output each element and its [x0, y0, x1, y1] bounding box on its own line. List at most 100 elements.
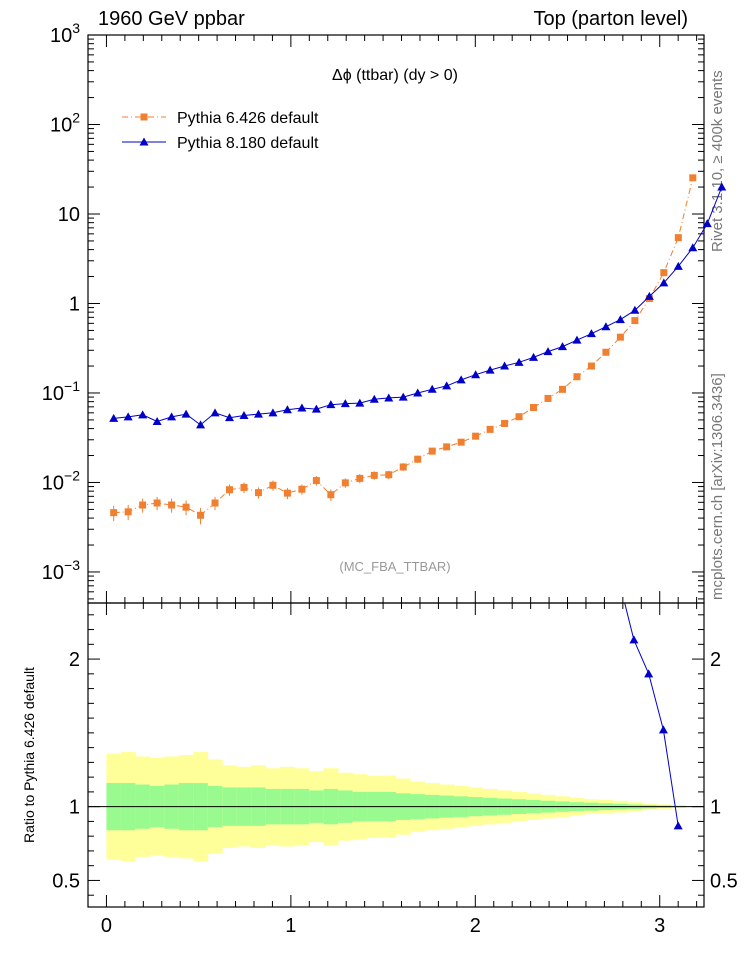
series-pythia8-point: [253, 409, 263, 418]
series-pythia6-point: [428, 447, 436, 455]
series-pythia6-point: [544, 394, 552, 402]
ratio-tick-label-left: 1: [69, 797, 80, 819]
series-pythia8-point: [282, 405, 292, 414]
series-pythia6-point: [240, 483, 248, 491]
series-pythia8-point: [297, 403, 307, 412]
series-pythia8-point: [326, 400, 336, 409]
series-pythia6-point: [356, 474, 364, 482]
ratio-pythia8-point: [629, 635, 639, 644]
series-pythia8-point: [239, 411, 249, 420]
series-pythia8-point: [471, 370, 481, 379]
series-pythia6-point: [139, 501, 147, 509]
series-pythia6-point: [269, 481, 277, 489]
series-pythia8-point: [514, 357, 524, 366]
series-pythia6-point: [327, 491, 335, 499]
series-pythia6-point: [660, 269, 668, 277]
ratio-tick-label-right: 0.5: [710, 870, 738, 892]
series-pythia6-point: [283, 489, 291, 497]
series-pythia6-point: [110, 509, 118, 517]
series-pythia8-point: [659, 278, 669, 287]
series-pythia6-point: [472, 432, 480, 440]
y-tick-label: 10−2: [42, 467, 80, 494]
series-pythia8-point: [311, 404, 321, 413]
series-pythia8-point: [702, 219, 712, 228]
series-pythia6-point: [457, 438, 465, 446]
series-pythia6-point: [501, 419, 509, 427]
y-tick-label: 103: [50, 20, 80, 47]
series-pythia6-point: [211, 499, 219, 507]
series-pythia6-point: [341, 479, 349, 487]
ratio-pythia8-point: [673, 821, 683, 830]
series-pythia8-point: [615, 315, 625, 324]
series-pythia6-point: [153, 499, 161, 507]
series-pythia6-point: [197, 511, 205, 519]
series-pythia6-point: [298, 485, 306, 493]
series-pythia6-point: [573, 373, 581, 381]
series-pythia8-point: [398, 392, 408, 401]
series-pythia6-point: [124, 508, 132, 516]
ratio-y-axis-label: Ratio to Pythia 6.426 default: [21, 667, 37, 843]
series-pythia8-point: [268, 408, 278, 417]
series-pythia8-point: [673, 261, 683, 270]
series-pythia8-point: [225, 413, 235, 422]
y-tick-label: 102: [50, 109, 80, 136]
series-pythia8-point: [644, 291, 654, 300]
series-pythia6-point: [254, 489, 262, 497]
y-tick-label: 10: [58, 204, 80, 226]
y-tick-label: 10−1: [42, 378, 80, 405]
series-pythia8-point: [427, 384, 437, 393]
series-pythia6-point: [530, 404, 538, 412]
ratio-tick-label-left: 0.5: [52, 870, 80, 892]
series-pythia8-point: [529, 352, 539, 361]
series-pythia8-point: [442, 381, 452, 390]
series-pythia6-point: [443, 443, 451, 451]
series-pythia8-point: [601, 322, 611, 331]
analysis-annotation: (MC_FBA_TTBAR): [339, 559, 450, 574]
series-pythia8-point: [456, 375, 466, 384]
series-pythia6-point: [674, 234, 682, 242]
ratio-plot-frame: [87, 602, 705, 908]
series-pythia8-point: [167, 412, 177, 421]
series-pythia6-point: [515, 413, 523, 421]
series-pythia8-point: [355, 398, 365, 407]
y-tick-label: 10−3: [42, 557, 80, 584]
series-pythia8-point: [572, 335, 582, 344]
series-pythia6-point: [689, 174, 697, 182]
legend-pythia6-label: Pythia 6.426 default: [177, 110, 319, 127]
series-pythia8-point: [369, 394, 379, 403]
x-tick-label: 0: [101, 915, 112, 937]
series-pythia8-point: [196, 420, 206, 429]
series-pythia6-point: [370, 471, 378, 479]
x-tick-label: 3: [654, 915, 665, 937]
series-pythia8-point: [543, 347, 553, 356]
x-tick-label: 2: [470, 915, 481, 937]
ratio-tick-label-right: 1: [710, 797, 721, 819]
series-pythia6-point: [414, 455, 422, 463]
ratio-pythia8-line: [624, 602, 679, 826]
series-pythia6-point: [226, 486, 234, 494]
series-pythia8-point: [152, 417, 162, 426]
series-pythia6-point: [631, 317, 639, 325]
series-pythia6-point: [168, 501, 176, 509]
x-tick-label: 1: [285, 915, 296, 937]
series-pythia8-point: [717, 182, 727, 191]
series-pythia8-point: [557, 342, 567, 351]
series-pythia8-point: [586, 329, 596, 338]
ratio-pythia8-point: [658, 725, 668, 734]
series-pythia8-point: [138, 410, 148, 419]
series-pythia8-point: [123, 412, 133, 421]
legend-pythia8-marker: [139, 137, 149, 146]
ratio-tick-label-left: 2: [69, 649, 80, 671]
series-pythia6-point: [602, 348, 610, 356]
series-pythia6-point: [486, 425, 494, 433]
series-pythia6-point: [616, 333, 624, 341]
ratio-pythia8-point: [644, 669, 654, 678]
series-pythia6-point: [558, 385, 566, 393]
legend-pythia8-label: Pythia 8.180 default: [177, 135, 319, 152]
series-pythia8-point: [384, 393, 394, 402]
legend-pythia6-marker: [140, 113, 148, 121]
series-pythia6-point: [399, 463, 407, 471]
series-pythia6-point: [385, 471, 393, 479]
series-pythia8-point: [688, 243, 698, 252]
